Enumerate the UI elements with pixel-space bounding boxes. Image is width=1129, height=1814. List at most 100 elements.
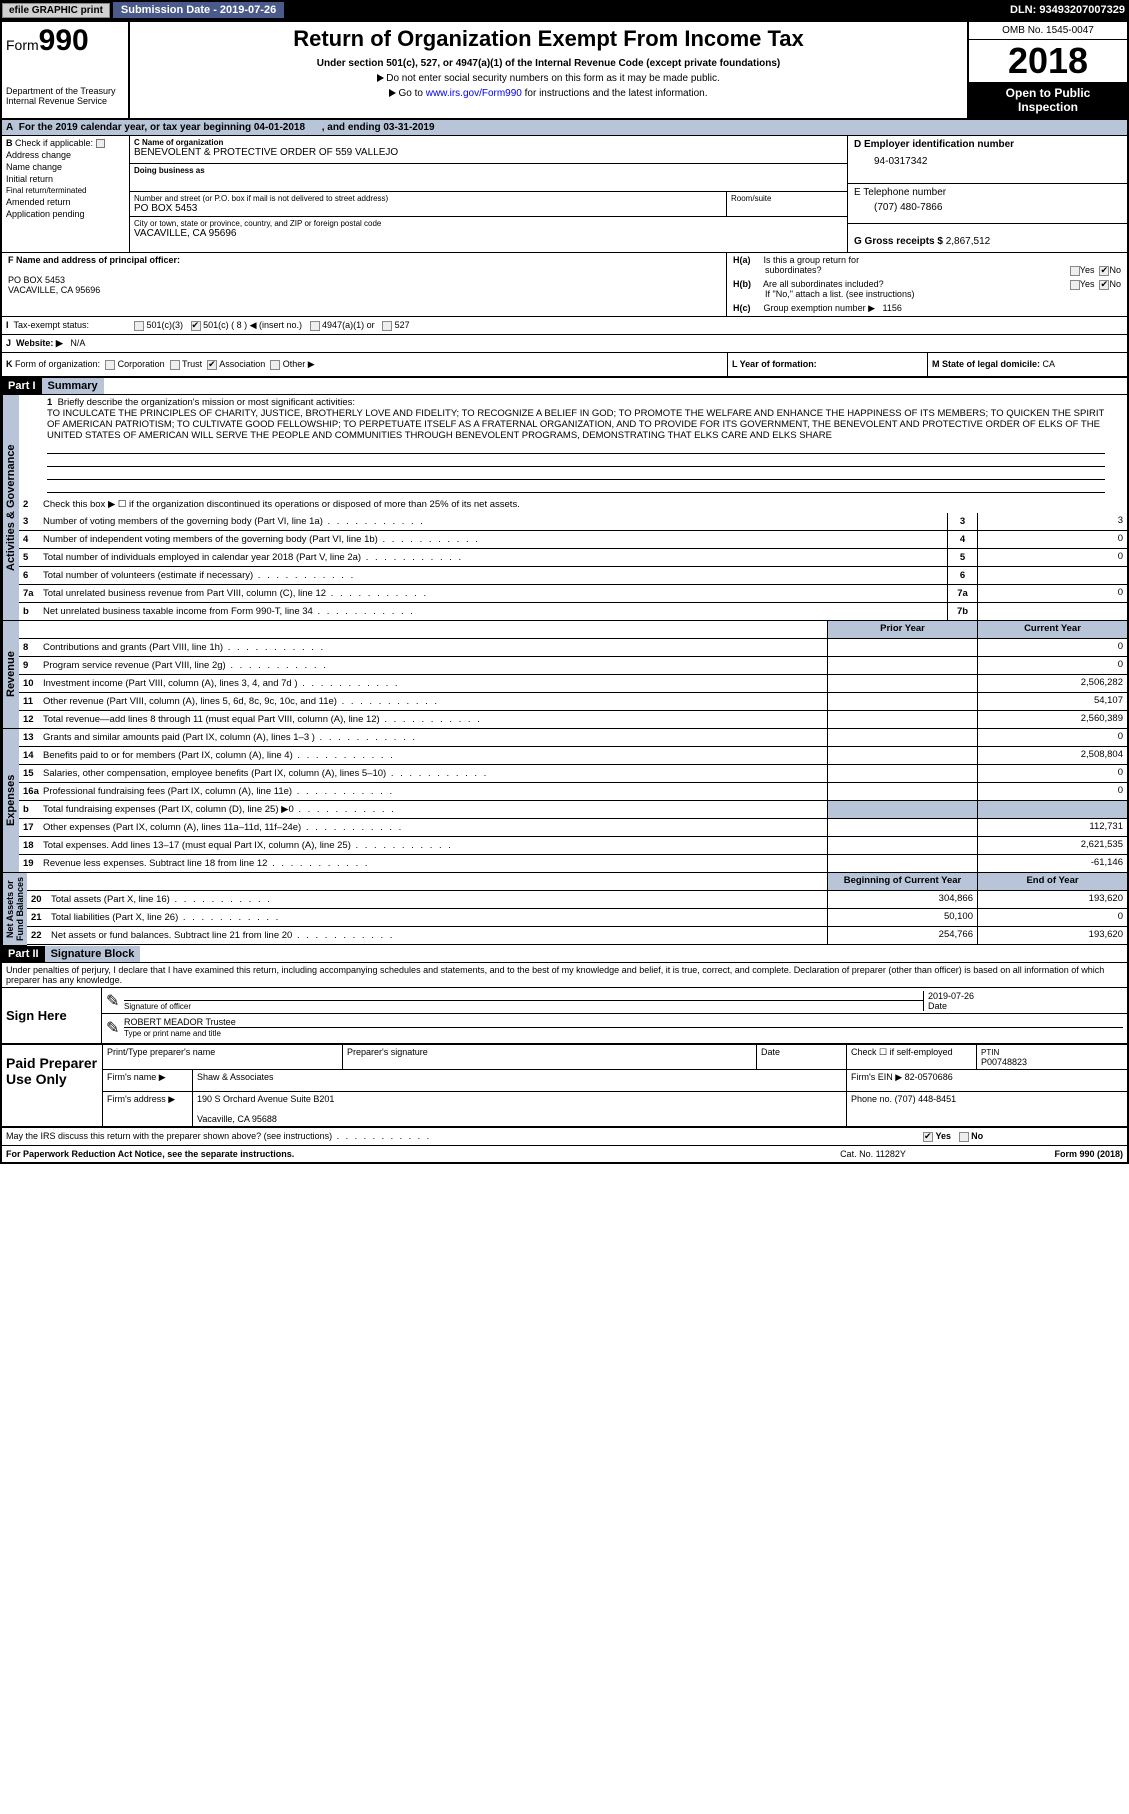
ptin-value: P00748823 — [981, 1057, 1027, 1067]
form-header: Form990 Department of the Treasury Inter… — [2, 22, 1127, 120]
current-year-value: 2,508,804 — [977, 747, 1127, 764]
line-desc: Net assets or fund balances. Subtract li… — [49, 928, 827, 943]
sign-here-label: Sign Here — [2, 988, 102, 1043]
row-l-year: L Year of formation: — [727, 353, 927, 376]
irs-discuss-row: May the IRS discuss this return with the… — [2, 1128, 1127, 1146]
org-name-label: C Name of organization — [134, 138, 843, 147]
checkbox-checked-icon[interactable] — [1099, 280, 1109, 290]
line-desc: Total number of individuals employed in … — [41, 550, 947, 565]
cb-name-change[interactable]: Name change — [6, 162, 125, 172]
current-year-value: 0 — [977, 639, 1127, 656]
name-title-label: Type or print name and title — [124, 1027, 1123, 1038]
checkbox-checked-icon[interactable] — [191, 321, 201, 331]
part-i-header: Part ISummary — [2, 378, 1127, 395]
firm-addr-label: Firm's address ▶ — [103, 1092, 193, 1126]
checkbox-icon[interactable] — [382, 321, 392, 331]
efile-print-button[interactable]: efile GRAPHIC print — [2, 3, 110, 18]
firm-name: Shaw & Associates — [193, 1070, 847, 1091]
line-desc: Program service revenue (Part VIII, line… — [41, 658, 827, 673]
checkbox-icon[interactable] — [959, 1132, 969, 1142]
current-year-value: 0 — [977, 729, 1127, 746]
form-note-link: Go to www.irs.gov/Form990 for instructio… — [134, 88, 963, 99]
end-year-header: End of Year — [977, 873, 1127, 890]
cb-address-change[interactable]: Address change — [6, 150, 125, 160]
prior-year-value — [827, 729, 977, 746]
current-year-value: 0 — [977, 783, 1127, 800]
current-year-value: 112,731 — [977, 819, 1127, 836]
addr-value: PO BOX 5453 — [134, 203, 722, 214]
form-note-ssn: Do not enter social security numbers on … — [134, 73, 963, 84]
checkbox-icon[interactable] — [105, 360, 115, 370]
prior-year-value — [827, 783, 977, 800]
current-year-value: 2,560,389 — [977, 711, 1127, 728]
prior-year-value — [827, 801, 977, 818]
line-desc: Other revenue (Part VIII, column (A), li… — [41, 694, 827, 709]
form-ref: Form 990 (2018) — [973, 1149, 1123, 1159]
city-label: City or town, state or province, country… — [134, 219, 843, 228]
begin-value: 254,766 — [827, 927, 977, 944]
line-desc: Total revenue—add lines 8 through 11 (mu… — [41, 712, 827, 727]
pen-icon: ✎ — [106, 1018, 124, 1038]
dln-label: DLN: 93493207007329 — [1010, 4, 1129, 16]
prior-year-value — [827, 855, 977, 872]
checkbox-checked-icon[interactable] — [923, 1132, 933, 1142]
line-desc: Investment income (Part VIII, column (A)… — [41, 676, 827, 691]
row-k-form-org: K Form of organization: Corporation Trus… — [2, 353, 727, 376]
firm-ein: Firm's EIN ▶ 82-0570686 — [847, 1070, 1127, 1091]
org-name: BENEVOLENT & PROTECTIVE ORDER OF 559 VAL… — [134, 147, 843, 158]
paperwork-notice: For Paperwork Reduction Act Notice, see … — [6, 1149, 773, 1159]
section-h: H(a) Is this a group return for subordin… — [727, 253, 1127, 316]
line-desc: Total fundraising expenses (Part IX, col… — [41, 802, 827, 817]
mission-block: 1 Briefly describe the organization's mi… — [19, 395, 1127, 495]
checkbox-icon[interactable] — [1070, 266, 1080, 276]
form-number: Form990 — [6, 24, 124, 58]
gross-receipts-label: G Gross receipts $ — [854, 236, 943, 247]
triangle-icon — [377, 74, 384, 82]
prior-year-value — [827, 765, 977, 782]
prior-year-value — [827, 693, 977, 710]
cb-final-return[interactable]: Final return/terminated — [6, 186, 125, 195]
section-c: C Name of organization BENEVOLENT & PROT… — [130, 136, 847, 252]
row-j-website: J Website: ▶ N/A — [2, 335, 1127, 353]
open-to-public: Open to Public Inspection — [969, 82, 1127, 118]
vlabel-expenses: Expenses — [2, 729, 19, 873]
cb-pending[interactable]: Application pending — [6, 209, 125, 219]
line-value: 0 — [977, 585, 1127, 602]
current-year-value — [977, 801, 1127, 818]
cb-initial-return[interactable]: Initial return — [6, 174, 125, 184]
tax-exempt-status: 501(c)(3) 501(c) ( 8 ) ◀ (insert no.) 49… — [130, 317, 1127, 334]
section-f-officer: F Name and address of principal officer:… — [2, 253, 727, 316]
checkbox-icon[interactable] — [270, 360, 280, 370]
checkbox-icon[interactable] — [1070, 280, 1080, 290]
paid-preparer-label: Paid Preparer Use Only — [2, 1045, 102, 1126]
section-de: D Employer identification number 94-0317… — [847, 136, 1127, 252]
line-desc: Number of independent voting members of … — [41, 532, 947, 547]
department-label: Department of the Treasury Internal Reve… — [6, 86, 124, 106]
mission-text: TO INCULCATE THE PRINCIPLES OF CHARITY, … — [47, 408, 1104, 441]
checkbox-icon[interactable] — [310, 321, 320, 331]
checkbox-checked-icon[interactable] — [207, 360, 217, 370]
dba-label: Doing business as — [134, 166, 843, 175]
officer-name: ROBERT MEADOR Trustee — [124, 1017, 1123, 1027]
line-desc: Other expenses (Part IX, column (A), lin… — [41, 820, 827, 835]
section-b-checkboxes: B Check if applicable: Address change Na… — [2, 136, 130, 252]
prior-year-value — [827, 657, 977, 674]
current-year-value: 2,621,535 — [977, 837, 1127, 854]
line-box: 3 — [947, 513, 977, 530]
vlabel-net-assets: Net Assets or Fund Balances — [2, 873, 27, 946]
current-year-value: 0 — [977, 657, 1127, 674]
submission-date: Submission Date - 2019-07-26 — [112, 1, 285, 19]
irs-link[interactable]: www.irs.gov/Form990 — [426, 88, 522, 99]
end-value: 0 — [977, 909, 1127, 926]
phone-value: (707) 480-7866 — [854, 202, 1121, 213]
checkbox-icon[interactable] — [170, 360, 180, 370]
checkbox-icon[interactable] — [96, 139, 105, 148]
cb-amended[interactable]: Amended return — [6, 197, 125, 207]
prep-sig-hdr: Preparer's signature — [343, 1045, 757, 1069]
checkbox-icon[interactable] — [134, 321, 144, 331]
omb-number: OMB No. 1545-0047 — [969, 22, 1127, 40]
tax-year: 2018 — [969, 40, 1127, 82]
firm-name-label: Firm's name ▶ — [103, 1070, 193, 1091]
checkbox-checked-icon[interactable] — [1099, 266, 1109, 276]
date-label: Date — [928, 1001, 1123, 1011]
